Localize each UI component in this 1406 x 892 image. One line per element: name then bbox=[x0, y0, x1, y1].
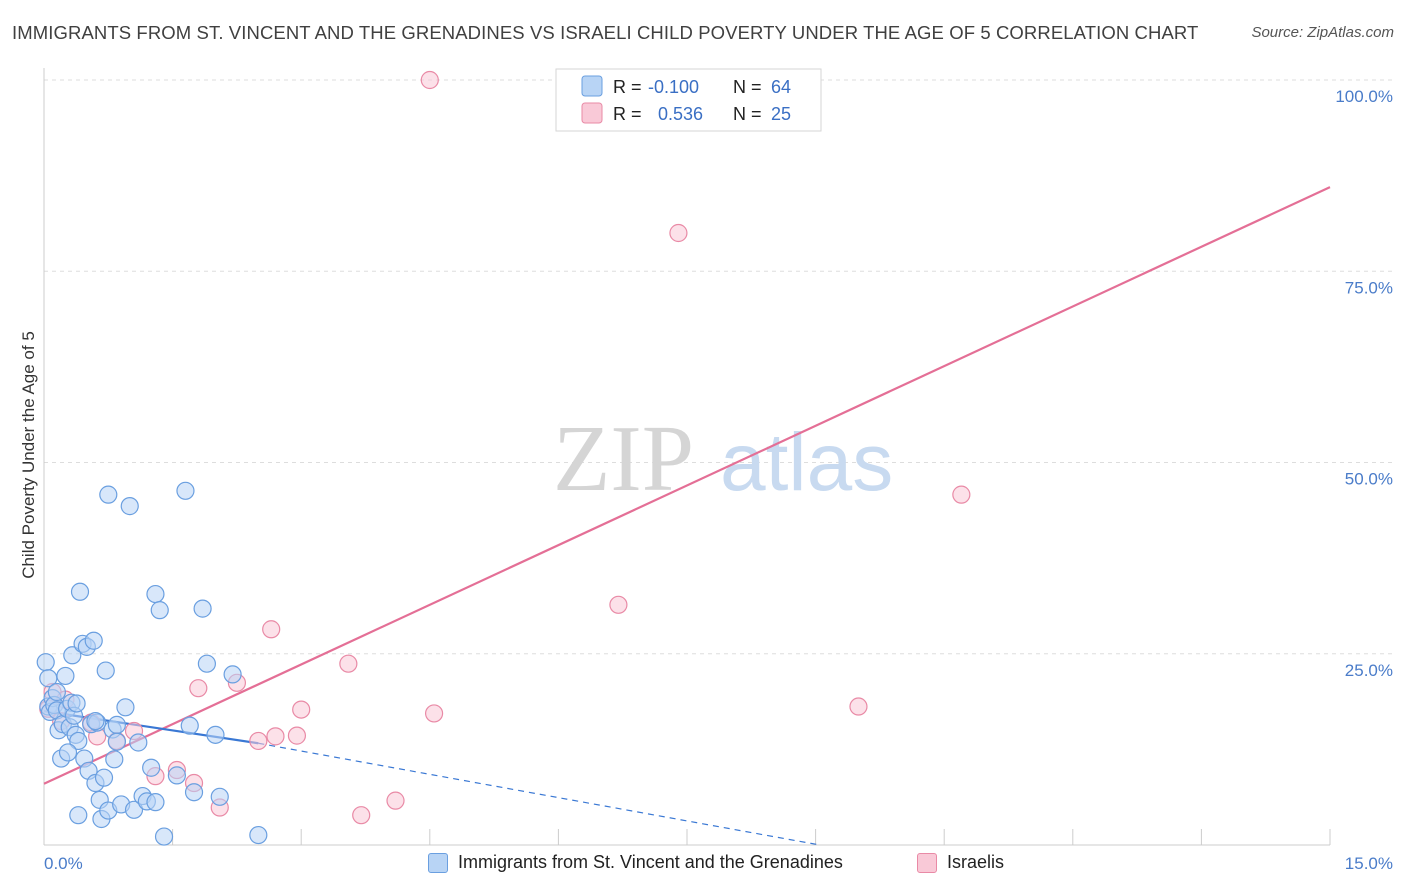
y-tick-label-0: 25.0% bbox=[1345, 661, 1393, 680]
blue-point-38 bbox=[107, 732, 126, 751]
blue-point-63 bbox=[86, 711, 105, 731]
blue-point-58 bbox=[210, 787, 229, 806]
bottom-legend-label-pink: Israelis bbox=[947, 852, 1005, 872]
blue-point-61 bbox=[47, 682, 66, 702]
pink-point-14 bbox=[249, 731, 268, 751]
blue-point-19 bbox=[69, 806, 88, 825]
legend-n-label-blue: N = bbox=[733, 77, 762, 97]
blue-point-40 bbox=[116, 698, 135, 717]
pink-point-17 bbox=[287, 726, 307, 745]
blue-point-59 bbox=[223, 665, 242, 684]
pink-point-11 bbox=[189, 679, 208, 698]
blue-points bbox=[36, 481, 268, 846]
blue-point-32 bbox=[96, 661, 115, 680]
blue-point-0 bbox=[36, 653, 55, 672]
legend-r-label-blue: R = bbox=[613, 77, 642, 97]
pink-point-22 bbox=[420, 70, 439, 90]
source-label: Source: ZipAtlas.com bbox=[1251, 24, 1394, 41]
blue-point-26 bbox=[84, 631, 103, 650]
blue-point-48 bbox=[146, 584, 165, 604]
pink-point-16 bbox=[266, 727, 285, 746]
blue-point-14 bbox=[63, 646, 82, 665]
watermark-zip: ZIP bbox=[553, 407, 694, 511]
bottom-legend-swatch-pink bbox=[917, 852, 937, 873]
blue-point-49 bbox=[150, 601, 169, 620]
pink-point-26 bbox=[849, 697, 868, 716]
blue-point-34 bbox=[99, 485, 118, 504]
watermark: ZIP atlas bbox=[553, 407, 893, 511]
y-tick-label-3: 100.0% bbox=[1335, 87, 1393, 106]
blue-point-56 bbox=[197, 654, 216, 673]
blue-point-62 bbox=[58, 743, 78, 762]
blue-point-52 bbox=[176, 481, 195, 500]
legend-n-value-pink: 25 bbox=[771, 104, 791, 124]
pink-point-24 bbox=[609, 595, 628, 614]
blue-point-31 bbox=[94, 768, 114, 787]
legend-swatch-blue bbox=[581, 75, 603, 97]
bottom-legend-item-pink: Israelis bbox=[917, 852, 1004, 873]
blue-point-20 bbox=[70, 582, 90, 601]
legend: R = -0.100 N = 64 R = 0.536 N = 25 bbox=[555, 68, 822, 132]
blue-point-54 bbox=[184, 783, 204, 802]
blue-point-47 bbox=[146, 793, 165, 812]
legend-n-value-blue: 64 bbox=[771, 77, 791, 97]
blue-point-55 bbox=[193, 599, 212, 618]
pink-point-25 bbox=[669, 223, 688, 243]
legend-r-value-blue: -0.100 bbox=[648, 77, 699, 97]
blue-point-51 bbox=[167, 766, 186, 785]
blue-point-10 bbox=[56, 666, 75, 686]
blue-point-57 bbox=[206, 725, 225, 744]
legend-r-label-pink: R = bbox=[613, 104, 642, 124]
x-tick-label-0: 0.0% bbox=[44, 854, 83, 873]
blue-point-37 bbox=[107, 715, 126, 734]
bottom-legend-item-blue: Immigrants from St. Vincent and the Gren… bbox=[428, 852, 843, 873]
y-tick-label-1: 50.0% bbox=[1345, 470, 1393, 489]
pink-trend-line bbox=[43, 186, 1331, 785]
blue-point-50 bbox=[154, 827, 174, 846]
blue-point-42 bbox=[124, 800, 144, 819]
pink-point-18 bbox=[292, 700, 311, 719]
blue-point-53 bbox=[180, 716, 199, 735]
pink-trend-line-path bbox=[43, 186, 1331, 785]
grid-lines bbox=[44, 79, 1395, 655]
pink-point-19 bbox=[339, 654, 358, 673]
pink-point-20 bbox=[352, 806, 371, 825]
watermark-atlas: atlas bbox=[720, 417, 893, 508]
pink-point-27 bbox=[952, 485, 971, 504]
blue-point-43 bbox=[129, 733, 148, 752]
y-tick-label-2: 75.0% bbox=[1345, 278, 1393, 297]
chart-title: IMMIGRANTS FROM ST. VINCENT AND THE GREN… bbox=[12, 22, 1199, 43]
x-tick-label-1: 15.0% bbox=[1345, 854, 1393, 873]
legend-swatch-pink bbox=[581, 102, 603, 124]
blue-point-36 bbox=[105, 750, 124, 769]
pink-point-23 bbox=[424, 704, 444, 723]
blue-trend-line-dashed bbox=[258, 742, 820, 846]
bottom-legend: Immigrants from St. Vincent and the Gren… bbox=[0, 852, 1406, 878]
y-axis-title: Child Poverty Under the Age of 5 bbox=[19, 331, 38, 579]
legend-n-label-pink: N = bbox=[733, 104, 762, 124]
blue-point-41 bbox=[120, 497, 139, 516]
blue-point-18 bbox=[69, 731, 88, 751]
bottom-legend-swatch-blue bbox=[428, 852, 448, 873]
blue-point-46 bbox=[142, 758, 161, 777]
pink-point-21 bbox=[386, 791, 405, 810]
blue-point-17 bbox=[67, 694, 86, 713]
tick-labels: 25.0% 50.0% 75.0% 100.0% 0.0% 15.0% bbox=[44, 87, 1393, 873]
bottom-legend-label-blue: Immigrants from St. Vincent and the Gren… bbox=[458, 852, 843, 872]
pink-point-15 bbox=[262, 620, 281, 639]
legend-r-value-pink: 0.536 bbox=[658, 104, 703, 124]
blue-point-60 bbox=[249, 825, 268, 845]
